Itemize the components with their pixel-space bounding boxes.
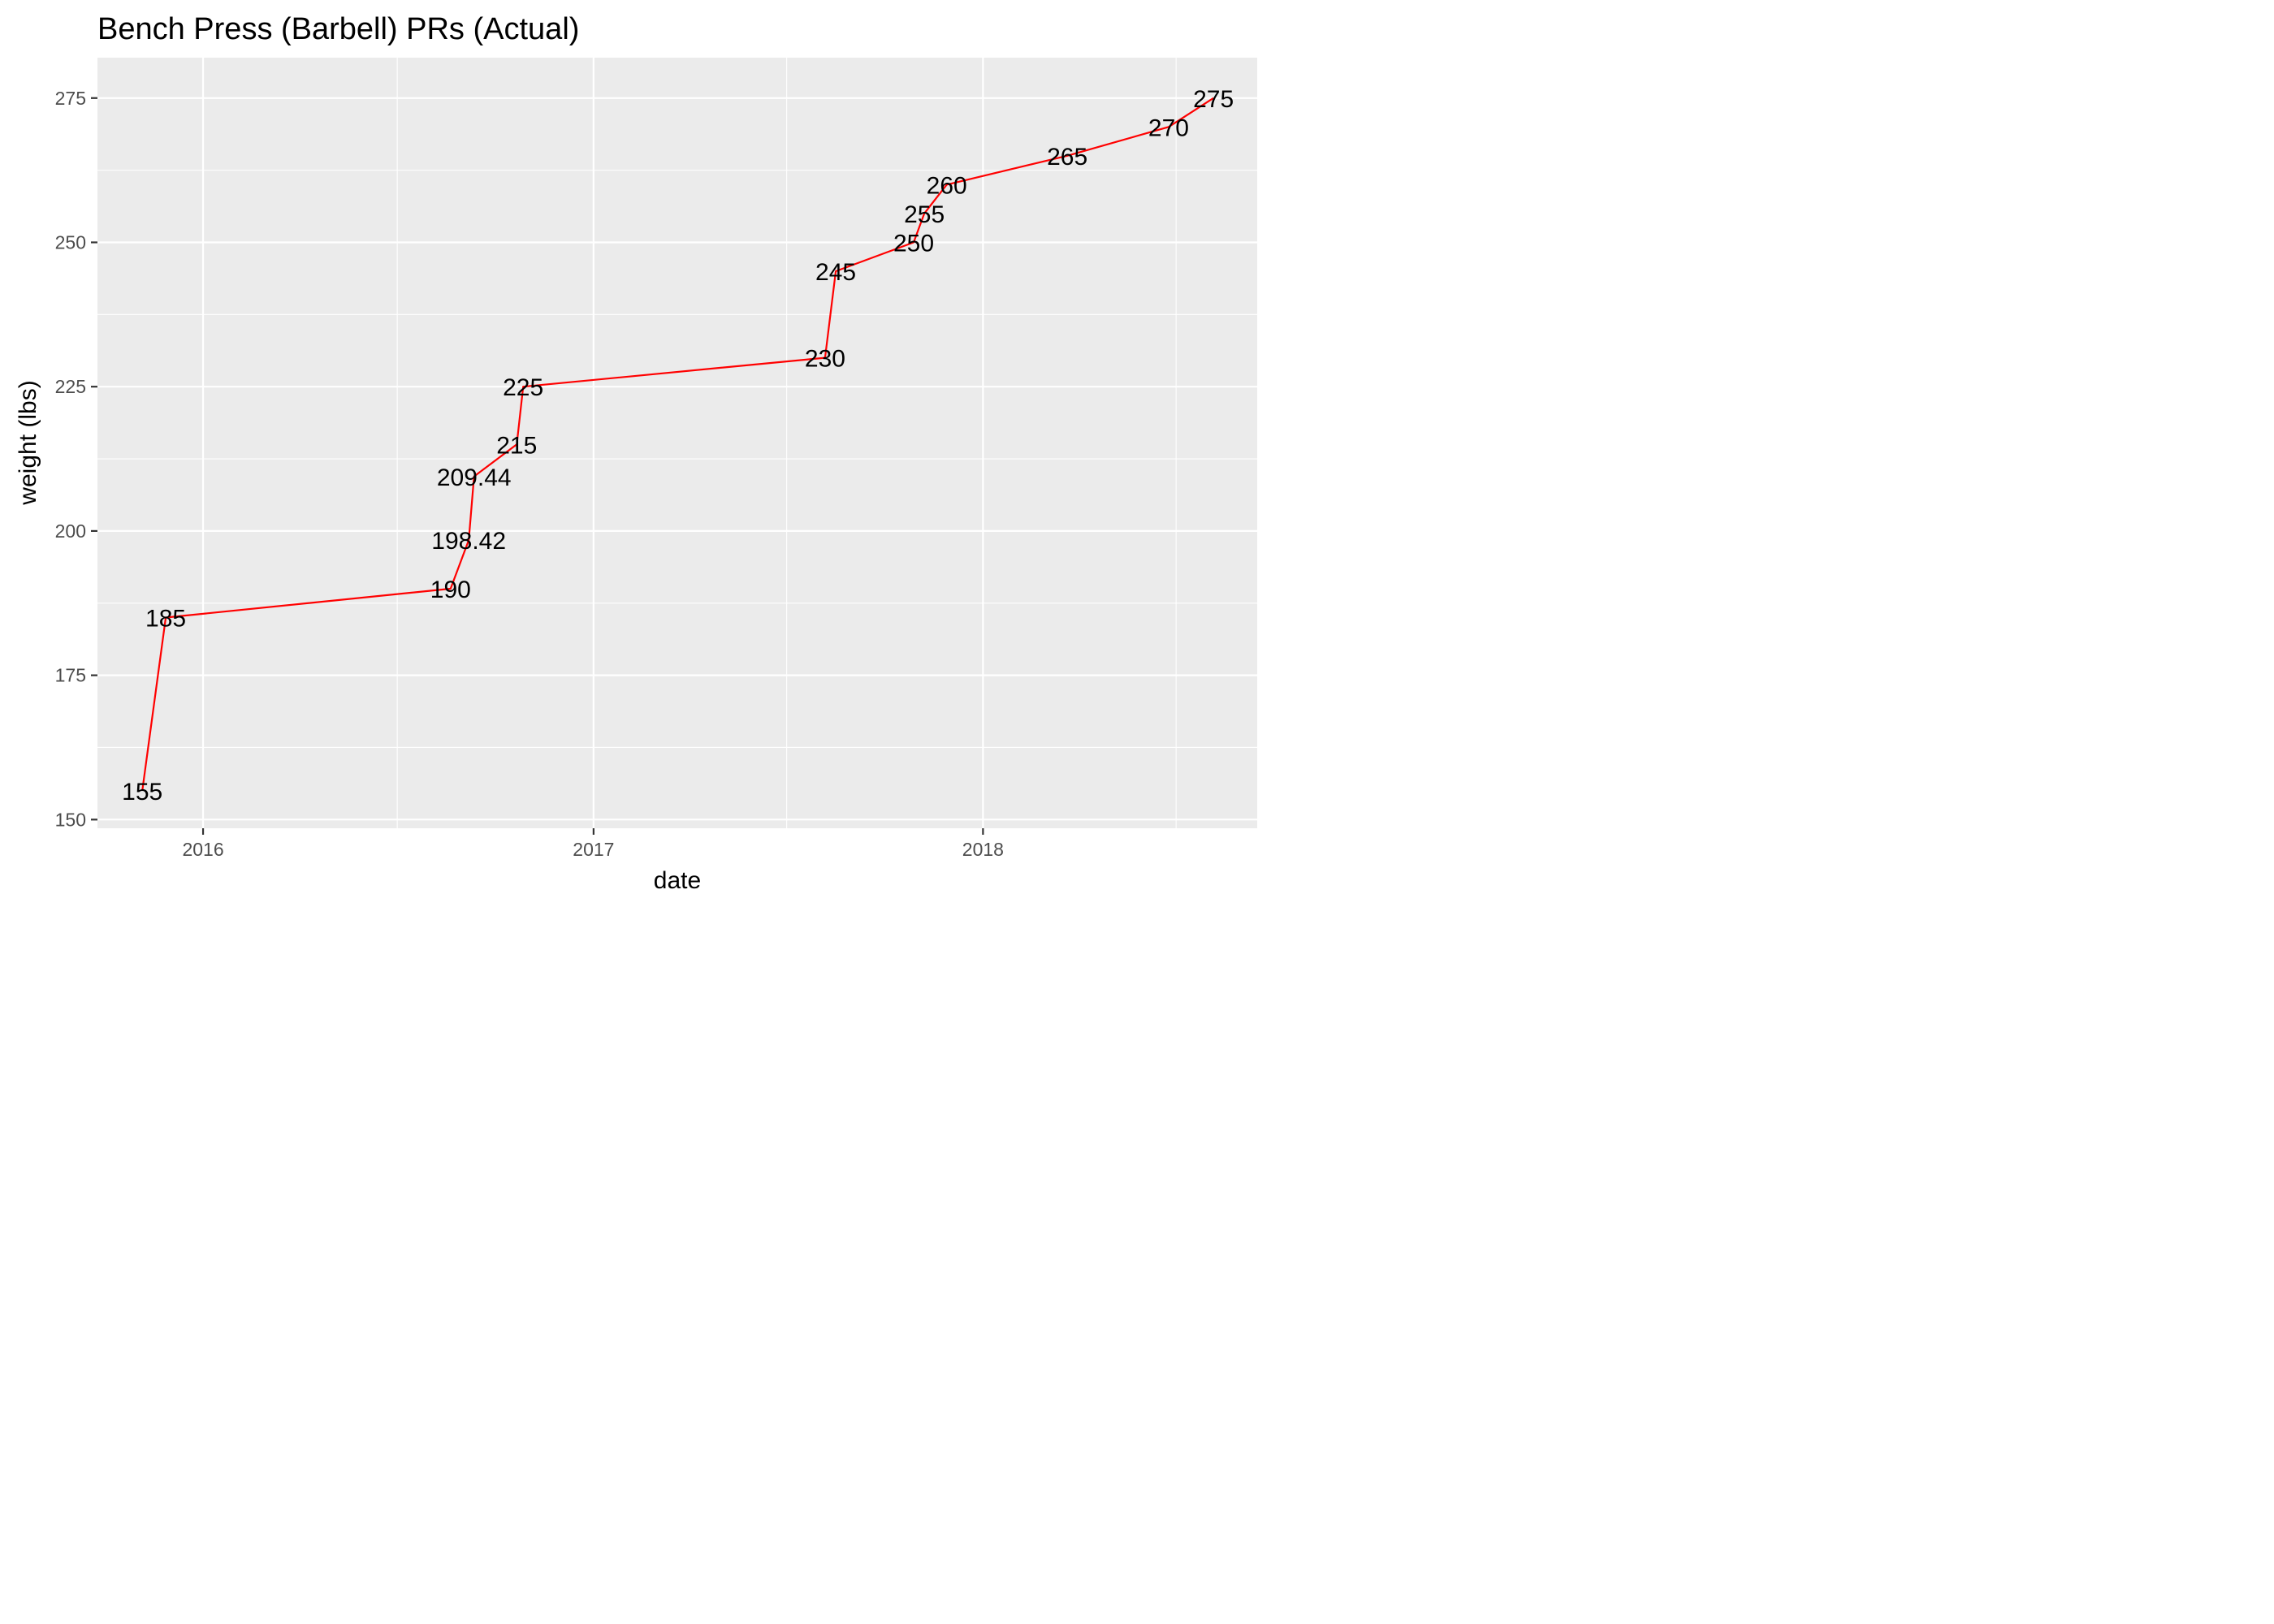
data-label: 209.44	[437, 464, 512, 491]
y-tick-label: 150	[55, 809, 86, 830]
minor-gridlines	[97, 58, 1257, 828]
data-label: 225	[503, 374, 543, 401]
data-label: 255	[904, 201, 945, 228]
chart: Bench Press (Barbell) PRs (Actual) 155 18…	[15, 12, 1257, 894]
y-axis: 150 175 200 225 250 275	[55, 88, 97, 830]
y-tick-label: 250	[55, 231, 86, 253]
series-layer	[141, 97, 1214, 791]
chart-title: Bench Press (Barbell) PRs (Actual)	[97, 12, 579, 46]
data-label: 215	[496, 432, 537, 459]
x-tick-label: 2017	[573, 839, 614, 860]
data-label: 245	[815, 259, 856, 286]
x-tick-label: 2016	[182, 839, 223, 860]
series-line	[141, 97, 1214, 791]
data-label: 155	[122, 779, 162, 806]
data-label: 250	[893, 230, 934, 257]
major-gridlines	[97, 58, 1257, 828]
data-label: 275	[1193, 86, 1234, 113]
data-labels: 155185190198.42209.442152252302452502552…	[122, 86, 1234, 806]
data-label: 265	[1047, 144, 1087, 171]
plot-panel	[97, 58, 1257, 828]
y-tick-label: 200	[55, 520, 86, 542]
x-axis-title: date	[654, 867, 701, 894]
data-label: 230	[805, 346, 845, 373]
y-tick-label: 225	[55, 376, 86, 397]
data-label: 185	[145, 606, 186, 633]
data-label: 190	[430, 577, 471, 603]
data-label: 260	[927, 172, 967, 199]
y-tick-label: 175	[55, 665, 86, 686]
x-axis: 2016 2017 2018	[182, 828, 1004, 860]
y-axis-title: weight (lbs)	[15, 380, 41, 505]
data-label: 198.42	[431, 528, 506, 555]
data-label: 270	[1148, 114, 1189, 141]
y-tick-label: 275	[55, 88, 86, 109]
x-tick-label: 2018	[962, 839, 1004, 860]
